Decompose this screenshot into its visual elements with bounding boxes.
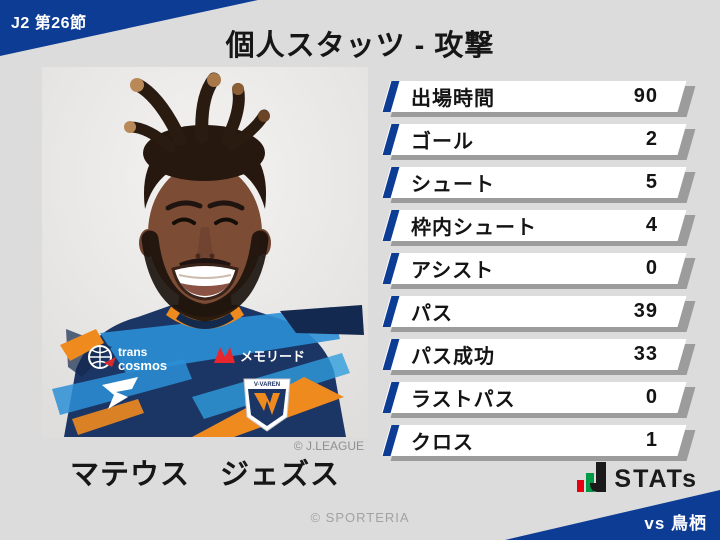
svg-text:メモリード: メモリード xyxy=(240,349,305,364)
stat-value: 0 xyxy=(645,257,658,279)
stat-label: パス成功 xyxy=(411,346,495,368)
stats-list: 出場時間 90 ゴール 2 シュート 5 xyxy=(381,81,696,468)
stat-label: 枠内シュート xyxy=(411,217,537,239)
player-photo: trans cosmos メモリード V-VAREN xyxy=(42,67,368,437)
stat-value: 5 xyxy=(645,171,658,193)
stat-row: シュート 5 xyxy=(381,167,696,203)
stat-value: 90 xyxy=(633,85,658,107)
stat-row: パス成功 33 xyxy=(381,339,696,375)
stats-logo-text: STATs xyxy=(614,465,698,493)
stat-label: シュート xyxy=(411,174,495,196)
opponent-label: vs 鳥栖 xyxy=(644,514,707,533)
stat-value: 4 xyxy=(645,214,658,236)
stat-row: アシスト 0 xyxy=(381,253,696,289)
stat-row: クロス 1 xyxy=(381,425,696,461)
stats-logo-bars-icon xyxy=(577,462,607,492)
club-crest: V-VAREN xyxy=(243,378,291,432)
stat-value: 33 xyxy=(633,343,658,365)
stat-label: パス xyxy=(411,303,453,325)
photo-credit: © J.LEAGUE xyxy=(293,439,364,453)
stat-row: ラストパス 0 xyxy=(381,382,696,418)
page-title: 個人スタッツ - 攻撃 xyxy=(225,30,495,62)
player-name: マテウス ジェズス xyxy=(69,459,340,491)
sponsor-memolead: メモリード xyxy=(214,347,305,364)
svg-text:V-VAREN: V-VAREN xyxy=(254,382,280,388)
stat-value: 2 xyxy=(645,128,658,150)
stat-value: 0 xyxy=(645,386,658,408)
sponsor-transcosmos: trans cosmos xyxy=(88,345,167,373)
stat-value: 1 xyxy=(645,429,658,451)
stat-label: ラストパス xyxy=(411,389,516,411)
sporteria-copyright: © SPORTERIA xyxy=(310,510,410,525)
stat-label: アシスト xyxy=(411,260,495,282)
stat-label: 出場時間 xyxy=(411,88,495,110)
svg-text:trans: trans xyxy=(118,345,148,359)
matchweek-badge-label: J2 第26節 xyxy=(11,15,87,32)
stat-label: クロス xyxy=(411,432,474,454)
stats-logo: STATs xyxy=(577,462,698,492)
stat-row: 枠内シュート 4 xyxy=(381,210,696,246)
player-portrait-illustration: trans cosmos メモリード V-VAREN xyxy=(42,67,368,437)
stat-value: 39 xyxy=(633,300,658,322)
jersey-f-logo xyxy=(102,377,138,409)
stat-label: ゴール xyxy=(411,131,474,153)
svg-text:cosmos: cosmos xyxy=(118,358,167,373)
stat-row: 出場時間 90 xyxy=(381,81,696,117)
stat-row: ゴール 2 xyxy=(381,124,696,160)
stat-row: パス 39 xyxy=(381,296,696,332)
